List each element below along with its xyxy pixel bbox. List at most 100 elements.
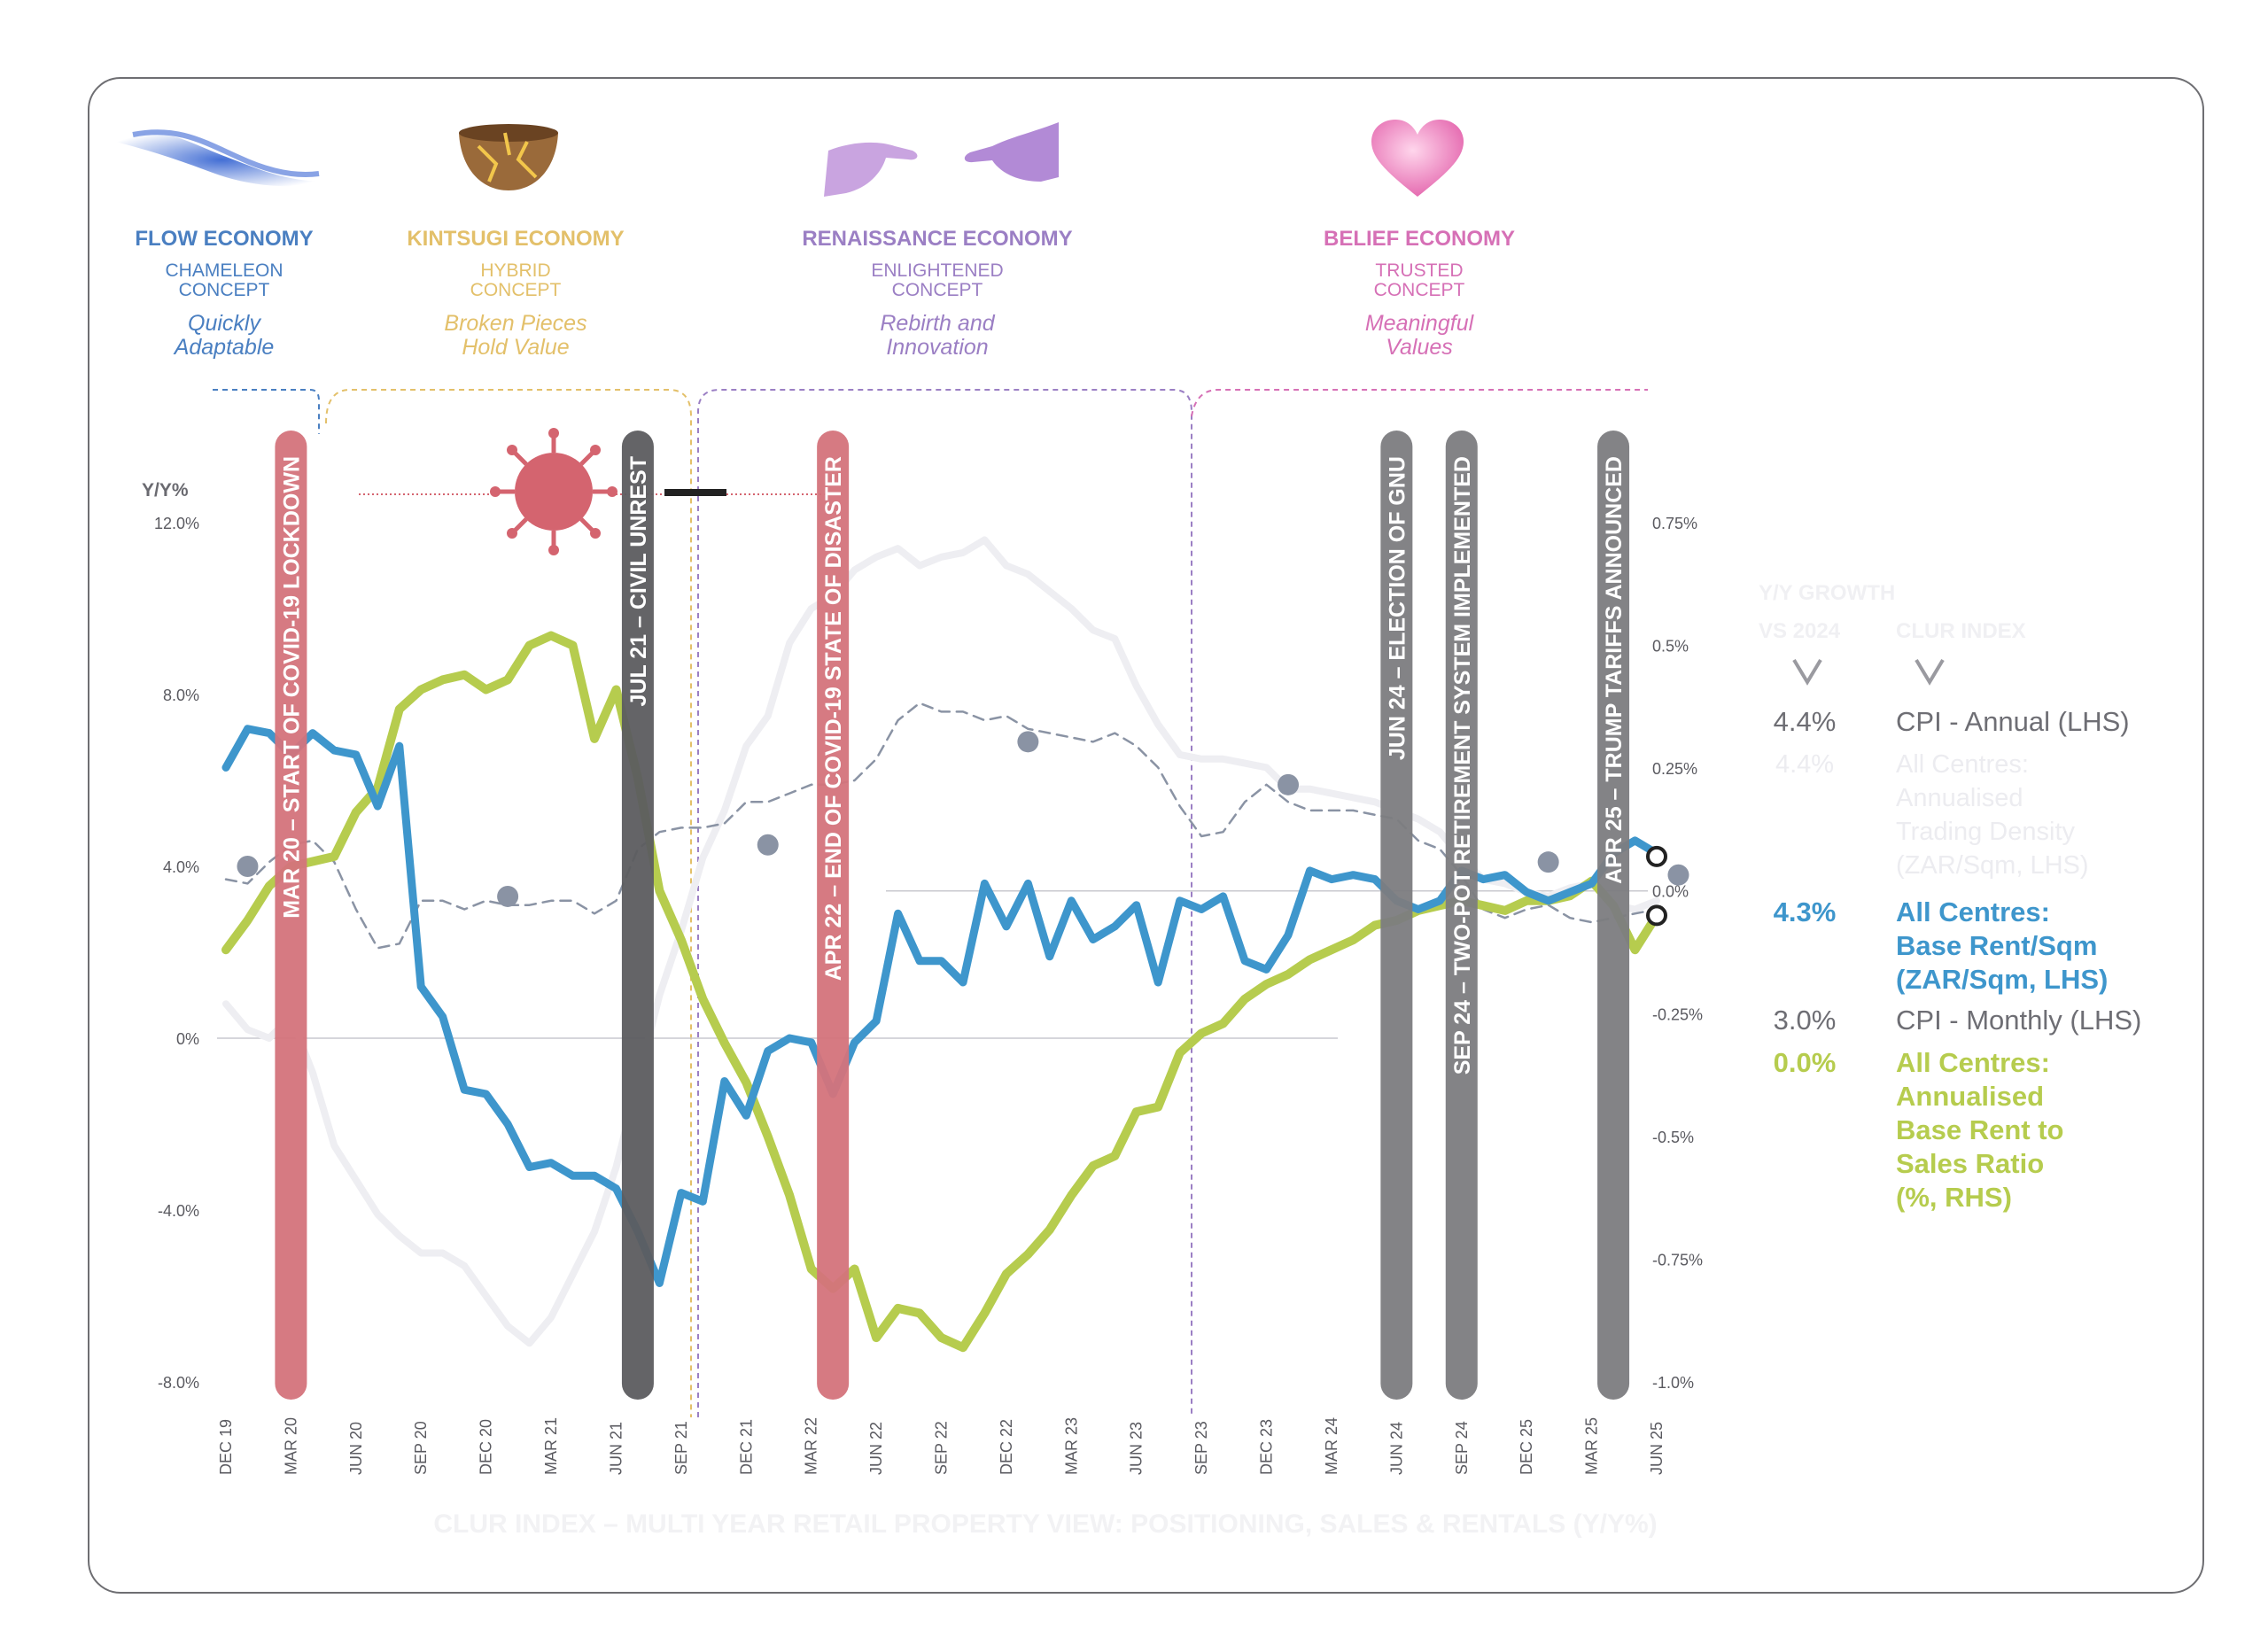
event-bar: APR 22 – END OF COVID-19 STATE OF DISAST… (817, 431, 850, 1400)
economy-tagline: Rebirth and (880, 311, 995, 336)
economy-tagline: Values (1386, 335, 1453, 360)
event-label: MAR 20 – START OF COVID-19 LOCKDOWN (279, 456, 304, 919)
legend-row: 3.0% CPI - Monthly (LHS) (1774, 1005, 2142, 1036)
series-point (1537, 851, 1559, 873)
event-bar: MAR 20 – START OF COVID-19 LOCKDOWN (275, 431, 307, 1400)
x-tick-label: MAR 20 (282, 1417, 299, 1475)
chevron-down-icon (1915, 658, 1945, 686)
chart-frame (88, 77, 2204, 1594)
event-bar-shape (1380, 431, 1413, 1400)
x-tick-label: SEP 23 (1192, 1421, 1210, 1475)
x-tick-label: MAR 25 (1583, 1417, 1601, 1475)
kintsugi-bowl-icon (459, 124, 558, 190)
event-bar-shape (1445, 431, 1478, 1400)
y-tick-label: -4.0% (158, 1202, 199, 1220)
legend-label: CPI - Annual (LHS) (1896, 706, 2130, 737)
legend-value: 0.0% (1774, 1047, 1837, 1078)
legend-value: 3.0% (1774, 1005, 1837, 1036)
event-label: APR 22 – END OF COVID-19 STATE OF DISAST… (821, 456, 846, 981)
heart-icon (1371, 120, 1464, 197)
y-tick-label: -8.0% (158, 1374, 199, 1392)
legend-value: 4.3% (1774, 896, 1837, 927)
x-tick-label: SEP 20 (412, 1421, 430, 1475)
legend-label: CPI - Monthly (LHS) (1896, 1005, 2141, 1036)
y2-tick-label: 0.25% (1652, 760, 1697, 778)
economy-tagline: Broken Pieces (444, 311, 586, 336)
economy-tagline: Quickly (188, 311, 261, 336)
y2-tick-label: 0.5% (1652, 638, 1689, 656)
event-label: APR 25 – TRUMP TARIFFS ANNOUNCED (1602, 456, 1627, 884)
legend-value: 4.4% (1774, 706, 1837, 737)
economy-brackets (213, 389, 1648, 1417)
economy-concept: CONCEPT (1374, 280, 1465, 300)
series-end-marker (1646, 904, 1667, 927)
economy-tagline: Hold Value (462, 335, 569, 360)
x-tick-label: DEC 22 (998, 1419, 1015, 1475)
economy-name: BELIEF ECONOMY (1324, 227, 1515, 251)
x-tick-label: JUN 22 (867, 1422, 885, 1475)
x-tick-label: DEC 19 (217, 1419, 235, 1475)
y2-tick-label: -0.25% (1652, 1005, 1703, 1023)
y-tick-label: 8.0% (163, 687, 199, 704)
event-label: SEP 24 – TWO-POT RETIREMENT SYSTEM IMPLE… (1450, 456, 1475, 1075)
legend-label-line: CPI - Annual (LHS) (1896, 706, 2130, 737)
legend-row: 4.4% CPI - Annual (LHS) (1774, 706, 2130, 737)
chart-title: CLUR INDEX – MULTI YEAR RETAIL PROPERTY … (433, 1509, 1657, 1539)
legend-label-line: Annualised (1896, 784, 2023, 812)
event-bar: SEP 24 – TWO-POT RETIREMENT SYSTEM IMPLE… (1445, 431, 1478, 1400)
economy-concept: CONCEPT (892, 280, 983, 300)
x-tick-label: DEC 23 (1258, 1419, 1276, 1475)
series-point (237, 856, 259, 877)
legend-header: CLUR INDEX (1896, 619, 2026, 643)
y-axis-label: Y/Y% (142, 480, 189, 500)
legend-row: 4.4% All Centres: Annualised Trading Densit… (1775, 750, 2089, 880)
event-bar-shape (817, 431, 850, 1400)
series-line (222, 536, 1660, 1347)
x-tick-label: JUN 20 (347, 1422, 365, 1475)
x-tick-label: JUN 24 (1387, 1422, 1405, 1475)
economy-name: RENAISSANCE ECONOMY (802, 227, 1072, 251)
legend-label-line: Base Rent/Sqm (1896, 930, 2097, 961)
x-tick-label: SEP 22 (933, 1421, 951, 1475)
event-bar-shape (621, 431, 654, 1400)
legend-header: Y/Y GROWTH (1759, 581, 1895, 605)
economy-concept: ENLIGHTENED (871, 260, 1003, 281)
economy-tagline: Meaningful (1365, 311, 1475, 336)
legend-row: 4.3% All Centres: Base Rent/Sqm (ZAR/Sqm, L… (1774, 896, 2109, 995)
legend-label-line: (ZAR/Sqm, LHS) (1896, 964, 2108, 995)
legend-label-line: Trading Density (1896, 818, 2076, 846)
economy-tagline: Adaptable (173, 335, 275, 360)
x-tick-label: JUN 25 (1648, 1422, 1666, 1475)
y2-tick-label: -1.0% (1652, 1374, 1694, 1392)
x-tick-label: DEC 21 (737, 1419, 755, 1475)
series-point (497, 885, 519, 907)
y-tick-label: 0% (176, 1030, 199, 1048)
legend-label-line: CPI - Monthly (LHS) (1896, 1005, 2141, 1036)
y2-tick-label: -0.5% (1652, 1129, 1694, 1146)
legend-label-line: All Centres: (1896, 1047, 2050, 1078)
x-tick-label: SEP 21 (672, 1421, 690, 1475)
economy-concept: TRUSTED (1375, 260, 1463, 281)
economy-name: KINTSUGI ECONOMY (407, 227, 624, 251)
x-tick-label: MAR 24 (1323, 1417, 1340, 1475)
y-tick-label: 4.0% (163, 858, 199, 876)
series-point (757, 834, 779, 856)
legend-label-line: (%, RHS) (1896, 1182, 2012, 1213)
economy-concept: CONCEPT (179, 280, 270, 300)
series-line (224, 702, 1658, 950)
chevron-down-icon (1792, 658, 1822, 686)
x-tick-label: JUN 23 (1128, 1422, 1146, 1475)
series-line (221, 725, 1661, 1287)
series-point (1017, 731, 1039, 753)
virus-icon (490, 428, 617, 555)
economy-concept: HYBRID (480, 260, 550, 281)
economy-concept: CHAMELEON (165, 260, 283, 281)
legend-label: All Centres: Annualised Trading Density (ZA… (1896, 750, 2089, 880)
y2-tick-label: 0.75% (1652, 515, 1697, 532)
economy-name: FLOW ECONOMY (135, 227, 313, 251)
legend-label-line: Sales Ratio (1896, 1148, 2044, 1179)
legend-value: 4.4% (1775, 750, 1834, 779)
